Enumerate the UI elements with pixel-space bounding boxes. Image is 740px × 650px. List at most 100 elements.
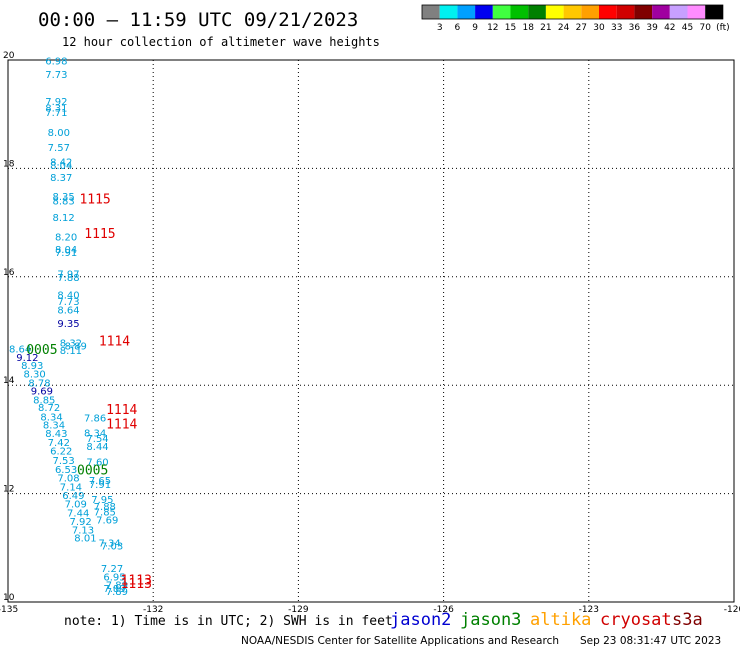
wave-height-point: 8.12 xyxy=(53,213,75,224)
wave-height-point: 7.54 xyxy=(86,434,108,445)
colorbar-label: 12 xyxy=(487,23,498,33)
wave-height-point: 7.27 xyxy=(101,564,123,575)
colorbar-label: 3 xyxy=(437,23,443,33)
colorbar-label: 39 xyxy=(646,23,658,33)
colorbar-swatch xyxy=(705,5,723,19)
pass-label: 1114 xyxy=(99,335,130,350)
wave-height-point: 8.93 xyxy=(21,361,43,372)
colorbar-swatch xyxy=(616,5,635,19)
colorbar-label: 27 xyxy=(576,23,587,33)
wave-height-point: 7.03 xyxy=(101,541,123,552)
wave-height-point: 7.42 xyxy=(48,438,70,449)
wave-height-point: 7.91 xyxy=(55,248,77,259)
wave-height-point: 7.60 xyxy=(86,457,108,468)
wave-height-point: 7.57 xyxy=(48,143,70,154)
pass-label: 1115 xyxy=(79,193,110,208)
wave-height-point: 7.69 xyxy=(96,515,118,526)
colorbar-swatch xyxy=(439,5,458,19)
x-tick-label: -123 xyxy=(579,605,599,615)
wave-height-point: 7.89 xyxy=(106,580,128,591)
wave-height-point: 7.89 xyxy=(103,584,125,595)
wave-height-points: 6.987.737.928.317.718.007.578.428.048.37… xyxy=(9,56,128,598)
wave-height-point: 8.11 xyxy=(60,346,82,357)
wave-height-point: 7.71 xyxy=(45,108,67,119)
y-tick-label: 12 xyxy=(3,485,14,495)
x-tick-labels: -135 -132 -129 -126 -123 -120 xyxy=(0,605,740,615)
x-tick-label: -120 xyxy=(724,605,740,615)
wave-height-point: 8.00 xyxy=(48,128,70,139)
colorbar-swatch xyxy=(492,5,511,19)
wave-height-point: 7.89 xyxy=(106,587,128,598)
wave-height-point: 7.09 xyxy=(65,500,87,511)
chart-title: 00:00 – 11:59 UTC 09/21/2023 xyxy=(38,9,358,31)
wave-height-point: 6.53 xyxy=(55,465,77,476)
y-tick-label: 10 xyxy=(3,593,15,603)
pass-label: 0005 xyxy=(26,343,57,358)
pass-label: 1114 xyxy=(106,418,137,433)
satellite-legend-s3a: s3a xyxy=(672,610,703,630)
wave-height-point: 7.65 xyxy=(89,476,111,487)
satellite-legend-jason3: jason3 xyxy=(460,610,521,630)
colorbar-label: 6 xyxy=(455,23,461,33)
pass-label: 1115 xyxy=(84,227,115,242)
x-tick-label: -132 xyxy=(143,605,163,615)
colorbar-legend: 3 6 9 12 15 18 21 24 27 30 33 36 39 42 45 70 (ft) xyxy=(421,4,730,33)
wave-height-point: 8.78 xyxy=(28,378,50,389)
colorbar-label: 33 xyxy=(611,23,622,33)
colorbar-swatch xyxy=(599,5,617,19)
colorbar-label: 9 xyxy=(472,23,478,33)
wave-height-point: 8.44 xyxy=(86,442,108,453)
wave-height-point: 7.53 xyxy=(53,456,75,467)
wave-height-point: 7.44 xyxy=(67,508,89,519)
wave-height-point: 6.49 xyxy=(62,491,84,502)
wave-height-point: 8.20 xyxy=(55,232,77,243)
colorbar-label: 45 xyxy=(682,23,693,33)
colorbar-swatch xyxy=(669,5,688,19)
wave-height-point: 7.95 xyxy=(91,495,113,506)
colorbar-label: (ft) xyxy=(716,23,730,33)
wave-height-point: 8.30 xyxy=(23,370,45,381)
colorbar-swatch xyxy=(422,5,440,19)
colorbar-swatch xyxy=(457,5,476,19)
y-tick-label: 16 xyxy=(3,268,15,278)
x-tick-label: -129 xyxy=(288,605,309,615)
plot-grid xyxy=(8,60,734,602)
colorbar-swatch xyxy=(687,5,706,19)
wave-height-point: 8.32 xyxy=(60,339,82,350)
footer-timestamp: Sep 23 08:31:47 UTC 2023 xyxy=(580,635,721,647)
wave-height-point: 7.92 xyxy=(69,517,91,528)
colorbar-label: 42 xyxy=(664,23,675,33)
colorbar-swatch xyxy=(545,5,564,19)
wave-height-point: 9.12 xyxy=(16,353,38,364)
wave-height-point: 7.86 xyxy=(84,414,106,425)
wave-height-point: 7.88 xyxy=(94,502,116,513)
wave-height-point: 9.69 xyxy=(31,386,53,397)
colorbar-label: 30 xyxy=(593,23,605,33)
colorbar-label: 21 xyxy=(540,23,551,33)
plot-frame xyxy=(7,59,735,603)
pass-label: 1113 xyxy=(121,577,152,592)
wave-height-point: 8.43 xyxy=(45,429,67,440)
colorbar-swatch xyxy=(475,5,493,19)
wave-height-point: 7.97 xyxy=(57,269,79,280)
wave-height-point: 7.91 xyxy=(89,480,111,491)
wave-height-point: 8.64 xyxy=(57,306,79,317)
satellite-legend-jason2: jason2 xyxy=(390,610,451,630)
wave-height-point: 8.89 xyxy=(65,341,87,352)
colorbar-label: 70 xyxy=(699,23,711,33)
wave-height-point: 6.98 xyxy=(45,56,67,67)
wave-height-point: 7.85 xyxy=(94,507,116,518)
wave-height-point: 6.95 xyxy=(103,572,125,583)
colorbar-border xyxy=(421,4,724,20)
colorbar-swatch xyxy=(528,5,546,19)
pass-label: 1114 xyxy=(106,403,137,418)
wave-height-point: 8.85 xyxy=(33,396,55,407)
colorbar-label: 24 xyxy=(558,23,570,33)
wave-height-point: 7.73 xyxy=(57,297,79,308)
colorbar-swatch xyxy=(634,5,653,19)
pass-label: 1113 xyxy=(121,574,152,589)
y-tick-label: 20 xyxy=(3,51,15,61)
footer-credit: NOAA/NESDIS Center for Satellite Applica… xyxy=(241,635,559,647)
